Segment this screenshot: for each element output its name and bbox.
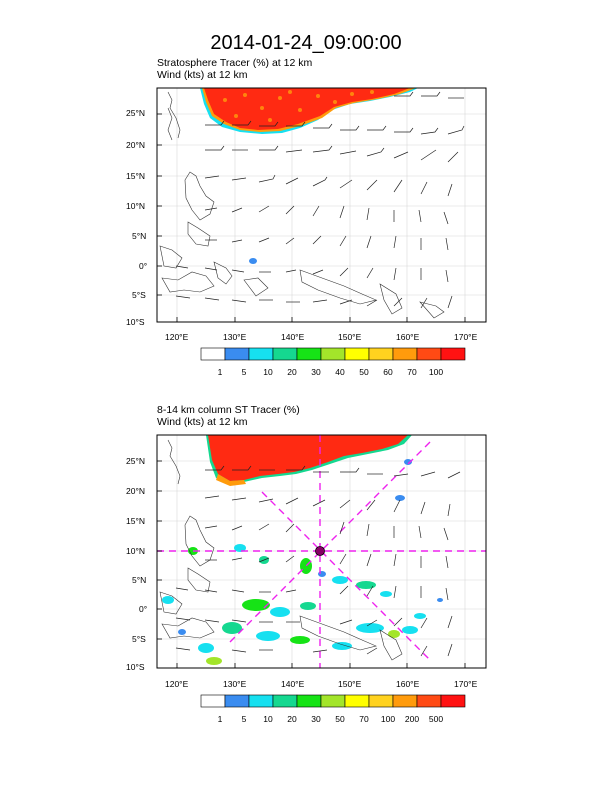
tracer-spot bbox=[249, 258, 257, 264]
colorbar-cell bbox=[392, 347, 418, 361]
lon-label: 120°E bbox=[165, 332, 189, 342]
lon-label: 160°E bbox=[396, 679, 420, 689]
colorbar-cell bbox=[368, 347, 394, 361]
colorbar-label: 100 bbox=[428, 367, 444, 377]
lat-label: 5°S bbox=[132, 634, 146, 644]
lon-label: 170°E bbox=[454, 679, 478, 689]
trajectory-lines bbox=[157, 435, 486, 668]
colorbar-label: 1 bbox=[217, 714, 223, 724]
panel2-title-line2: Wind (kts) at 12 km bbox=[157, 416, 248, 428]
lon-label: 140°E bbox=[281, 332, 305, 342]
tracer-blobs bbox=[162, 459, 443, 665]
panel1-title-line1: Stratosphere Tracer (%) at 12 km bbox=[157, 57, 313, 69]
colorbar-label: 5 bbox=[241, 714, 247, 724]
wind-barbs bbox=[175, 465, 461, 657]
colorbar-cell bbox=[416, 347, 442, 361]
tracer-fill-core bbox=[208, 435, 408, 481]
tracer-edge bbox=[216, 474, 246, 486]
lon-label: 130°E bbox=[223, 679, 247, 689]
panel1-map bbox=[157, 88, 486, 322]
colorbar-cell bbox=[200, 347, 226, 361]
colorbar-cell bbox=[200, 694, 226, 708]
colorbar-label: 100 bbox=[380, 714, 396, 724]
colorbar-cell bbox=[368, 694, 394, 708]
grid-lines bbox=[157, 88, 486, 322]
lat-label: 10°N bbox=[126, 546, 145, 556]
lon-label: 170°E bbox=[454, 332, 478, 342]
colorbar-cell bbox=[296, 694, 322, 708]
colorbar-cell bbox=[344, 694, 370, 708]
colorbar-label: 20 bbox=[287, 367, 297, 377]
colorbar-label: 30 bbox=[311, 367, 321, 377]
panel1-title-line2: Wind (kts) at 12 km bbox=[157, 69, 248, 81]
center-marker bbox=[315, 546, 325, 556]
colorbar-cell bbox=[440, 694, 466, 708]
colorbar-cell bbox=[416, 694, 442, 708]
lat-label: 0° bbox=[139, 261, 148, 271]
lat-label: 20°N bbox=[126, 486, 145, 496]
colorbar-label: 70 bbox=[407, 367, 417, 377]
colorbar-cell bbox=[320, 347, 346, 361]
colorbar-label: 20 bbox=[287, 714, 297, 724]
lat-label: 0° bbox=[139, 604, 148, 614]
colorbar-label: 40 bbox=[335, 367, 345, 377]
colorbar-label: 10 bbox=[263, 367, 273, 377]
colorbar-cell bbox=[224, 347, 250, 361]
panel2-frame bbox=[156, 434, 487, 669]
colorbar-label: 70 bbox=[359, 714, 369, 724]
colorbar-cell bbox=[224, 694, 250, 708]
panel1-frame bbox=[156, 87, 487, 323]
panel2-ticks bbox=[157, 460, 466, 668]
colorbar-label: 50 bbox=[359, 367, 369, 377]
colorbar-1 bbox=[200, 347, 466, 361]
colorbar-cell bbox=[248, 694, 274, 708]
lon-label: 140°E bbox=[281, 679, 305, 689]
colorbar-2 bbox=[200, 694, 466, 708]
lon-label: 160°E bbox=[396, 332, 420, 342]
lat-label: 15°N bbox=[126, 171, 145, 181]
lat-label: 5°S bbox=[132, 290, 146, 300]
lat-label: 5°N bbox=[132, 575, 147, 585]
colorbar-cell bbox=[392, 694, 418, 708]
colorbar-cell bbox=[272, 694, 298, 708]
lat-label: 15°N bbox=[126, 516, 145, 526]
lat-label: 20°N bbox=[126, 140, 145, 150]
lon-label: 150°E bbox=[338, 679, 362, 689]
panel2-title-line1: 8-14 km column ST Tracer (%) bbox=[157, 404, 300, 416]
lat-label: 25°N bbox=[126, 108, 145, 118]
colorbar-label: 60 bbox=[383, 367, 393, 377]
colorbar-cell bbox=[296, 347, 322, 361]
page-title: 2014-01-24_09:00:00 bbox=[210, 32, 402, 54]
coastlines bbox=[159, 439, 403, 661]
lat-label: 5°N bbox=[132, 231, 147, 241]
lat-label: 10°S bbox=[126, 317, 145, 327]
lon-label: 120°E bbox=[165, 679, 189, 689]
panel1-ticks bbox=[157, 113, 466, 322]
colorbar-cell bbox=[344, 347, 370, 361]
lon-label: 150°E bbox=[338, 332, 362, 342]
colorbar-label: 500 bbox=[428, 714, 444, 724]
colorbar-cell bbox=[320, 694, 346, 708]
tracer-speckle bbox=[223, 90, 374, 122]
colorbar-label: 30 bbox=[311, 714, 321, 724]
colorbar-label: 200 bbox=[404, 714, 420, 724]
colorbar-label: 5 bbox=[241, 367, 247, 377]
colorbar-cell bbox=[248, 347, 274, 361]
tracer-fill-core bbox=[204, 88, 410, 130]
colorbar-label: 1 bbox=[217, 367, 223, 377]
colorbar-label: 10 bbox=[263, 714, 273, 724]
lon-label: 130°E bbox=[223, 332, 247, 342]
colorbar-cell bbox=[440, 347, 466, 361]
colorbar-label: 50 bbox=[335, 714, 345, 724]
panel2-map bbox=[157, 435, 486, 668]
wind-barbs bbox=[175, 91, 465, 309]
colorbar-cell bbox=[272, 347, 298, 361]
coastlines bbox=[159, 91, 445, 319]
lat-label: 10°S bbox=[126, 662, 145, 672]
lat-label: 10°N bbox=[126, 201, 145, 211]
lat-label: 25°N bbox=[126, 456, 145, 466]
